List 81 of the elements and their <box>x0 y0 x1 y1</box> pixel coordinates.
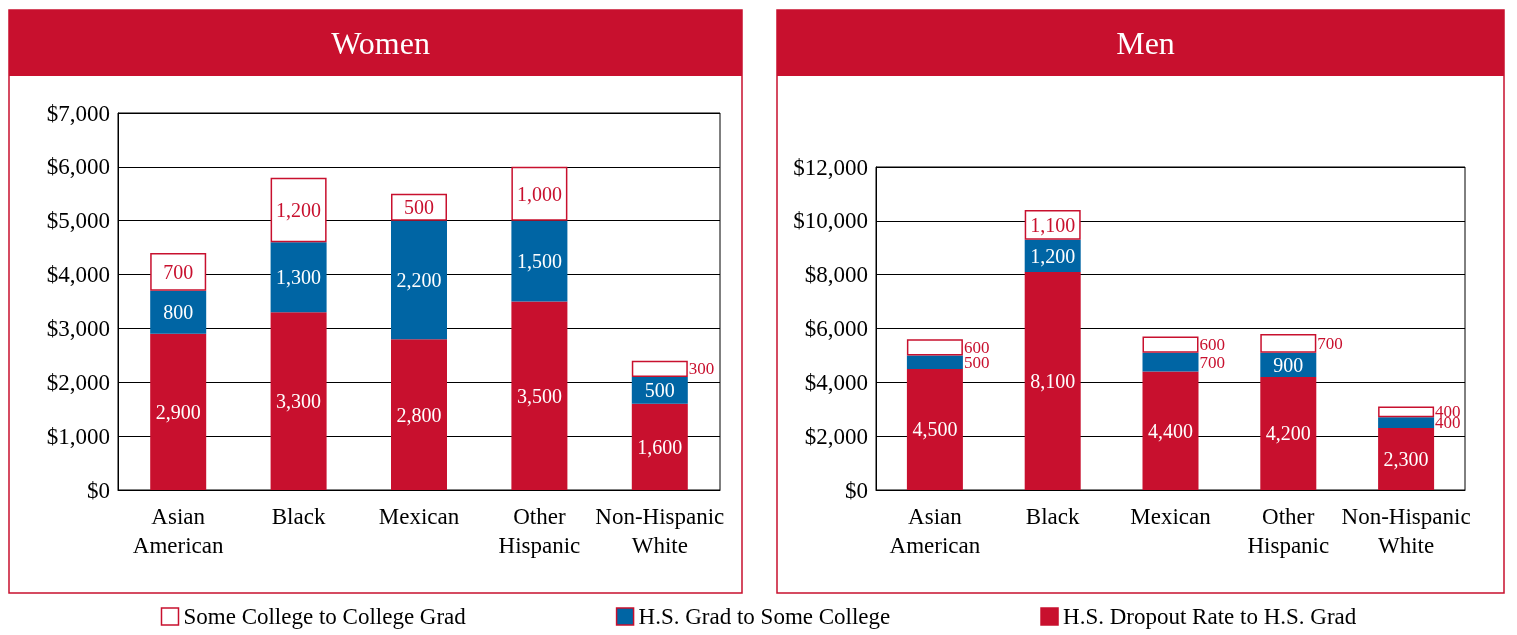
y-tick-label: $0 <box>845 477 868 503</box>
chart-title: Women <box>331 25 430 61</box>
data-label: 8,100 <box>1030 369 1076 392</box>
y-tick-label: $6,000 <box>46 154 110 180</box>
chart-title: Men <box>1116 25 1175 61</box>
x-tick-label: Non-Hispanic White <box>595 504 725 558</box>
y-tick-label: $4,000 <box>804 369 868 395</box>
y-tick-label: $4,000 <box>46 262 110 288</box>
bar <box>1378 417 1435 429</box>
data-label: 2,300 <box>1383 448 1429 471</box>
data-label: 1,200 <box>276 198 322 221</box>
bar <box>1260 333 1317 353</box>
data-label: 4,500 <box>912 418 958 441</box>
bar <box>631 360 688 377</box>
y-tick-label: $12,000 <box>793 154 868 180</box>
data-label: 3,300 <box>276 390 322 413</box>
bar <box>1260 376 1317 490</box>
bar <box>1024 271 1081 490</box>
data-label: 1,300 <box>276 266 322 289</box>
data-label: 800 <box>163 301 194 324</box>
data-label: 900 <box>1273 353 1304 376</box>
x-tick-label: Other Hispanic <box>1247 504 1330 558</box>
x-tick-label: Mexican <box>378 504 460 529</box>
y-tick-label: $10,000 <box>793 208 868 234</box>
bar <box>150 290 207 334</box>
bar <box>1142 352 1199 372</box>
bar <box>1378 428 1435 490</box>
data-label: 500 <box>644 379 675 402</box>
y-tick-label: $1,000 <box>46 423 110 449</box>
y-tick-label: $2,000 <box>804 423 868 449</box>
x-tick-label: Mexican <box>1130 504 1212 529</box>
data-label: 1,600 <box>637 435 683 458</box>
bar <box>511 166 568 221</box>
bar <box>150 253 207 291</box>
legend-label: H.S. Grad to Some College <box>638 604 891 629</box>
bar <box>270 177 327 243</box>
bar <box>906 339 963 356</box>
y-tick-label: $6,000 <box>804 316 868 341</box>
legend-label: H.S. Dropout Rate to H.S. Grad <box>1063 604 1357 629</box>
data-label: 300 <box>688 359 715 379</box>
data-label: 3,500 <box>516 384 562 407</box>
bar <box>1142 336 1199 353</box>
bar <box>391 339 447 490</box>
data-label: 2,200 <box>396 268 442 291</box>
data-label: 4,400 <box>1148 419 1193 442</box>
data-label: 1,000 <box>516 182 562 205</box>
data-label: 700 <box>163 260 194 283</box>
y-tick-label: $2,000 <box>46 369 110 395</box>
y-tick-label: $3,000 <box>46 315 110 341</box>
data-label: 4,200 <box>1265 422 1311 445</box>
bar <box>270 312 327 490</box>
x-tick-label: Non-Hispanic White <box>1341 504 1471 558</box>
x-tick-label: Asian American <box>889 504 981 558</box>
bar <box>1378 406 1435 418</box>
data-label: 2,800 <box>396 403 442 426</box>
bar <box>906 355 963 369</box>
data-label: 1,500 <box>516 250 562 273</box>
data-label: 1,200 <box>1030 244 1076 267</box>
x-tick-label: Black <box>1025 504 1081 529</box>
bar <box>511 301 568 490</box>
bar <box>150 333 207 490</box>
y-tick-label: $7,000 <box>46 100 110 126</box>
bar <box>631 403 688 490</box>
data-label: 700 <box>1199 352 1225 372</box>
y-tick-label: $5,000 <box>46 208 110 234</box>
x-tick-label: Black <box>271 504 326 529</box>
data-label: 2,900 <box>155 400 201 423</box>
y-tick-label: $0 <box>87 477 110 503</box>
x-tick-label: Asian American <box>132 504 225 558</box>
x-tick-label: Other Hispanic <box>498 504 581 558</box>
bar <box>511 220 568 302</box>
data-label: 500 <box>404 196 434 219</box>
data-label: 1,100 <box>1030 213 1076 236</box>
y-tick-label: $8,000 <box>804 262 868 288</box>
bar <box>1142 371 1199 490</box>
data-label: 600 <box>1199 335 1225 355</box>
bar <box>906 368 963 490</box>
bar <box>391 220 447 340</box>
legend-label: Some College to College Grad <box>183 604 467 629</box>
data-label: 700 <box>1317 333 1343 353</box>
bar <box>270 242 327 313</box>
